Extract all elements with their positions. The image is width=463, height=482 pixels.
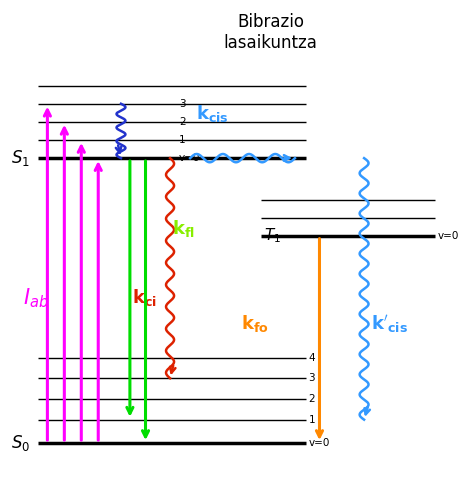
Text: $\mathbf{k_{cis}}$: $\mathbf{k_{cis}}$ (195, 104, 228, 124)
Text: 2: 2 (179, 117, 185, 127)
Text: 2: 2 (308, 394, 314, 404)
Text: Bibrazio
lasaikuntza: Bibrazio lasaikuntza (223, 13, 317, 52)
Text: $\mathbf{k_{fl}}$: $\mathbf{k_{fl}}$ (172, 217, 195, 239)
Text: $S_1$: $S_1$ (11, 148, 30, 168)
Text: $\mathbf{k_{ci}}$: $\mathbf{k_{ci}}$ (132, 287, 156, 308)
Text: $S_0$: $S_0$ (11, 433, 30, 453)
Text: 1: 1 (179, 135, 185, 145)
Text: $\mathbf{k_{fo}}$: $\mathbf{k_{fo}}$ (241, 313, 269, 335)
Text: 1: 1 (308, 415, 314, 425)
Text: v=0: v=0 (179, 153, 200, 163)
Text: 3: 3 (308, 373, 314, 383)
Text: 3: 3 (179, 99, 185, 109)
Text: v=0: v=0 (437, 231, 458, 241)
Text: 4: 4 (308, 352, 314, 362)
Text: v=0: v=0 (308, 438, 329, 448)
Text: $\mathit{I_{ab}}$: $\mathit{I_{ab}}$ (23, 286, 49, 310)
Text: $T_1$: $T_1$ (263, 227, 280, 245)
Text: $\mathbf{k'_{cis}}$: $\mathbf{k'_{cis}}$ (370, 313, 407, 335)
